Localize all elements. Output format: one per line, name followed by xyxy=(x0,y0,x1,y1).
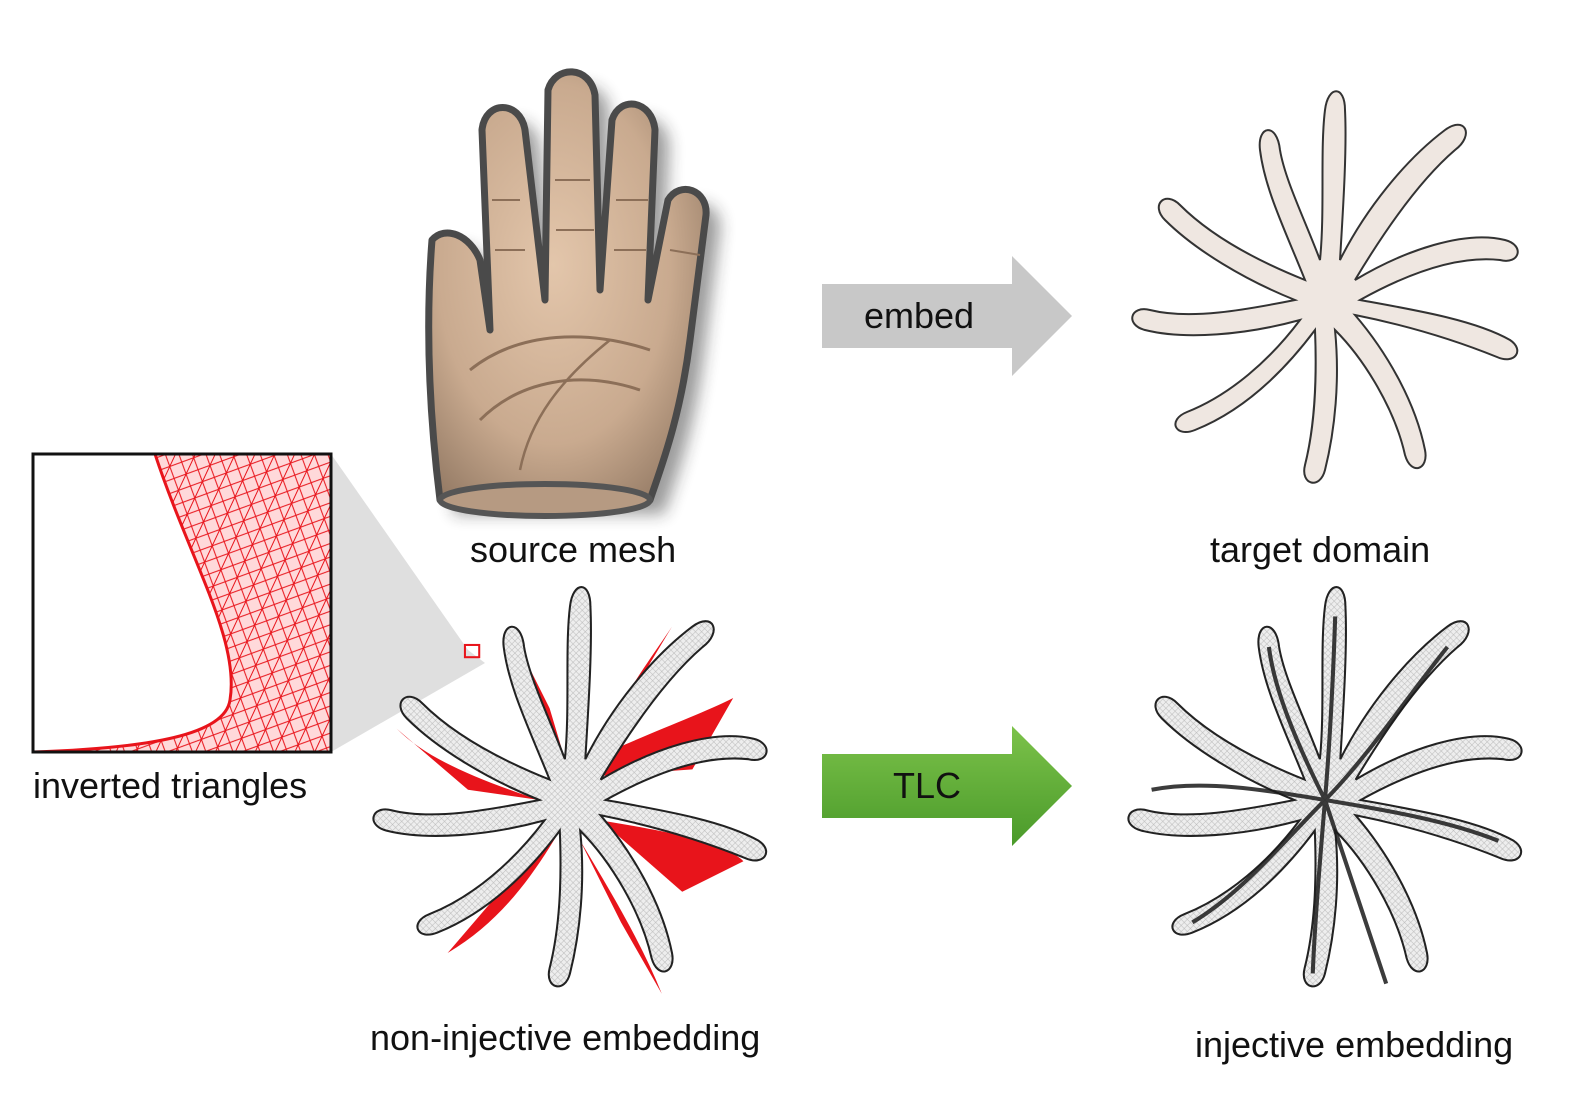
non-injective-embedding-shape xyxy=(372,586,768,994)
embed-arrow xyxy=(822,256,1072,376)
tlc-arrow xyxy=(822,726,1072,846)
injective-embedding-shape xyxy=(1127,586,1523,988)
inverted-triangles-caption: inverted triangles xyxy=(33,765,308,806)
target-domain-caption: target domain xyxy=(1210,529,1431,570)
inverted-triangles-inset xyxy=(31,452,485,754)
source-mesh-hand xyxy=(425,68,721,519)
non-injective-embedding-caption: non-injective embedding xyxy=(370,1017,761,1058)
injective-embedding-caption: injective embedding xyxy=(1195,1024,1514,1065)
source-mesh-caption: source mesh xyxy=(470,529,677,570)
embed-arrow-label: embed xyxy=(864,295,975,336)
tlc-arrow-label: TLC xyxy=(893,765,962,806)
target-domain-shape xyxy=(1131,90,1519,484)
